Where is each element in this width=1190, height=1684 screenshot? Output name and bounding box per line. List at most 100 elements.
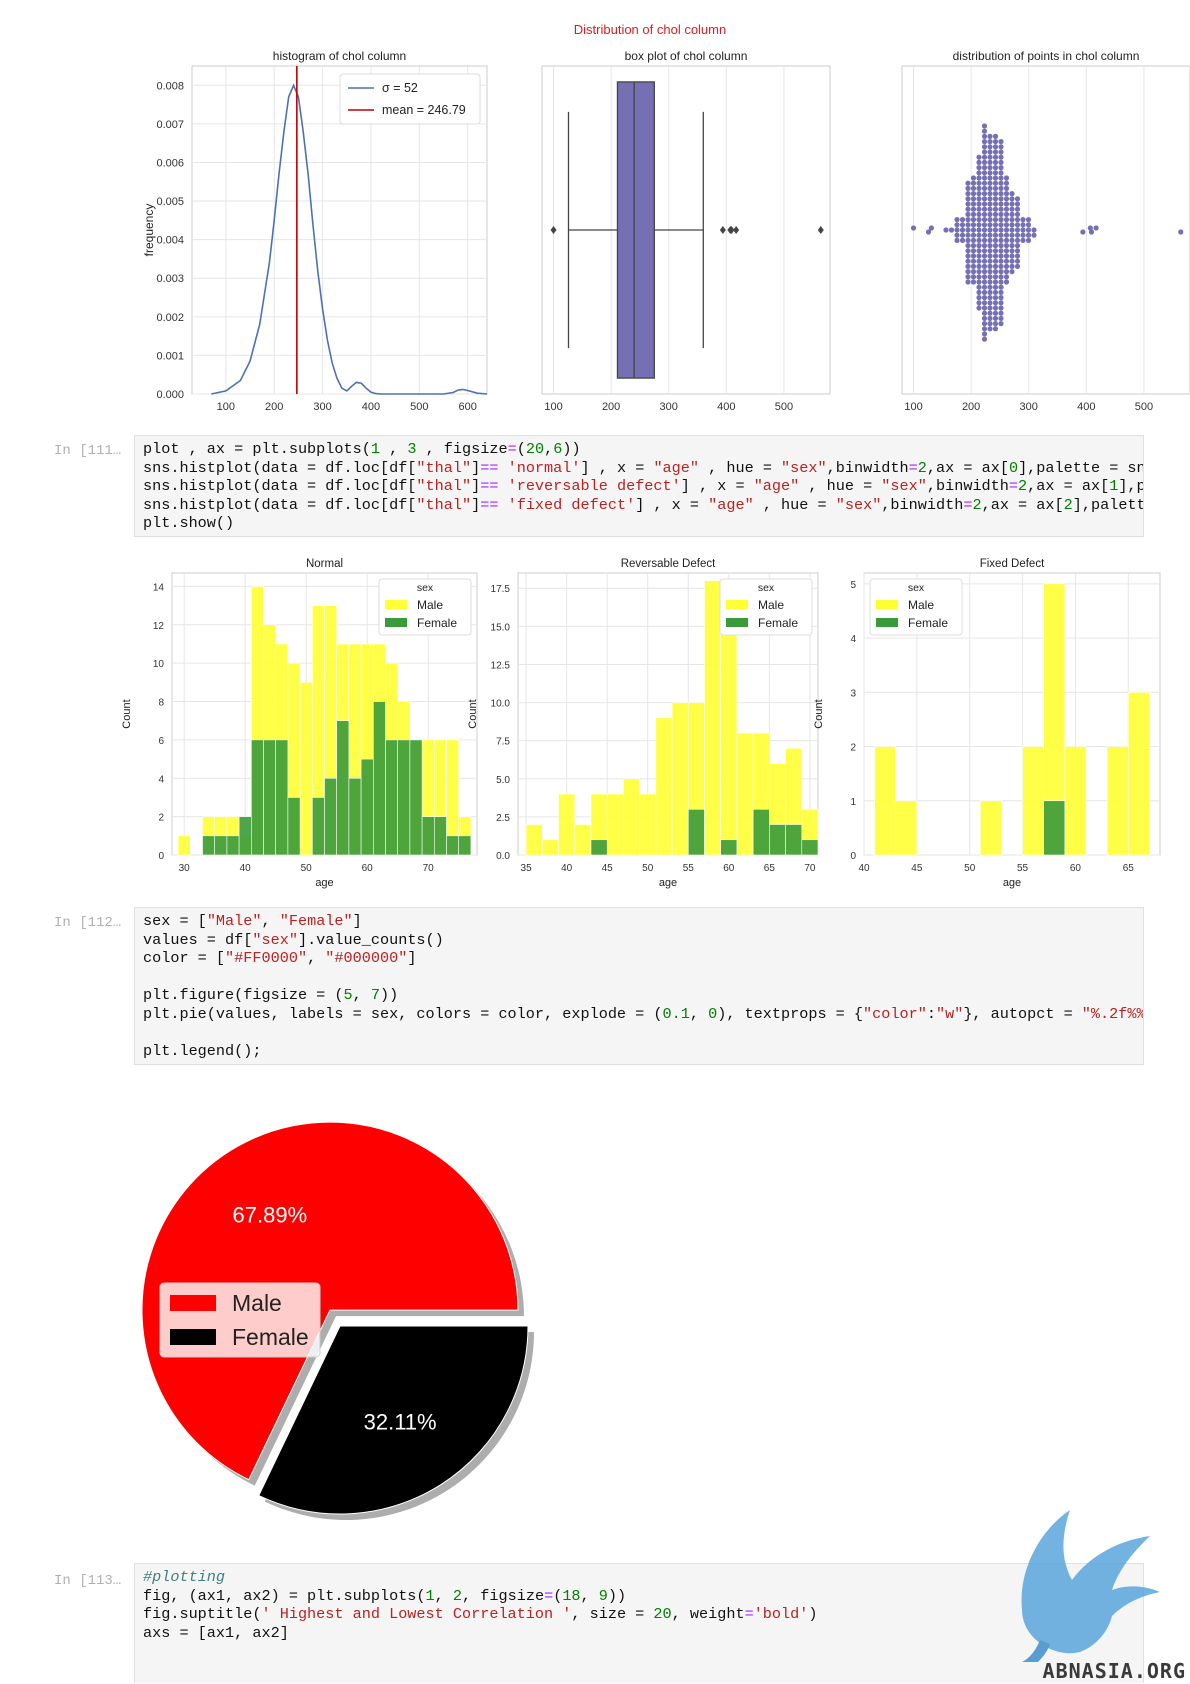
code-cell-113[interactable]: #plotting fig, (ax1, ax2) = plt.subplots(… (134, 1563, 1144, 1683)
swarm-point (1003, 175, 1010, 181)
swarm-point (1014, 243, 1021, 249)
bar-male (655, 717, 673, 856)
swarm-point (981, 232, 988, 238)
code-token: = (908, 458, 918, 477)
swarm-point (998, 191, 1004, 197)
code-cell-112[interactable]: sex = ["Male", "Female"] values = df["sex… (134, 907, 1144, 1065)
cell-prompt-112: In [112… (54, 915, 122, 931)
swarm-point (992, 191, 999, 197)
swarm-point (998, 237, 1004, 243)
swarm-point (976, 222, 982, 228)
y-tick-label: 5.0 (496, 775, 510, 786)
swarm-point (987, 248, 993, 254)
swarm-point (970, 196, 977, 202)
swarm-point (970, 211, 977, 217)
code-token: "Male" (206, 912, 262, 930)
code-token: ( (516, 440, 526, 458)
swarm-point (992, 237, 999, 243)
swarm-point (976, 274, 982, 280)
swarm-point (954, 222, 960, 228)
swarm-point (981, 248, 988, 254)
x-tick-label: 70 (423, 863, 435, 874)
legend-swatch (170, 1295, 216, 1311)
code-token (498, 496, 507, 514)
bar-male (1022, 746, 1045, 856)
code-cell-111[interactable]: plot , ax = plt.subplots(1 , 3 , figsize… (134, 435, 1144, 537)
swarm-point (987, 149, 993, 155)
swarm-point (998, 165, 1004, 171)
y-tick-label: 10 (153, 659, 165, 670)
swarm-point (987, 300, 993, 306)
swarm-point (976, 227, 982, 233)
y-axis-label: Count (121, 699, 133, 728)
code-line: #plotting (143, 1568, 1135, 1587)
swarm-point (976, 263, 982, 269)
swarm-point (970, 237, 977, 243)
bar-female (287, 797, 301, 856)
bar-female (397, 739, 411, 856)
y-tick-label: 4 (158, 774, 164, 785)
code-token: color = [ (143, 949, 226, 967)
swarm-point (998, 227, 1004, 233)
flier-point (733, 226, 740, 234)
swarm-point (1009, 237, 1015, 243)
swarm-point (981, 128, 988, 134)
swarm-point (981, 211, 988, 217)
swarm-point (987, 222, 993, 228)
swarm-point (954, 232, 960, 238)
swarm-point (981, 315, 988, 321)
code-token: ), textprops = { (717, 1004, 864, 1023)
code-line (143, 1023, 1135, 1042)
swarm-point (1014, 206, 1021, 212)
code-token: fig, (ax1, ax2) = plt.subplots( (143, 1586, 426, 1605)
swarm-point (1014, 196, 1021, 202)
swarm-point (987, 237, 993, 243)
code-token: ] , x = (680, 477, 754, 495)
code-line: color = ["#FF0000", "#000000"] (143, 949, 1135, 968)
x-tick-label: 55 (1017, 863, 1029, 874)
swarm-point (959, 237, 966, 243)
code-token: ,binwidth (926, 477, 1009, 495)
swarm-point (981, 269, 988, 275)
bar-male (1064, 746, 1087, 856)
swarm-point (1014, 263, 1021, 269)
swarm-point (981, 331, 988, 337)
bar-female (687, 808, 705, 856)
bar-female (311, 797, 325, 856)
kde-line (211, 83, 488, 395)
swarm-point (1009, 263, 1015, 269)
x-tick-label: 100 (544, 401, 562, 410)
swarm-point (998, 243, 1004, 249)
swarm-point (1014, 211, 1021, 217)
swarm-point (1014, 232, 1021, 238)
legend-label: Male (758, 598, 784, 612)
swarm-point (998, 300, 1004, 306)
pie-slice-female (258, 1325, 529, 1515)
x-tick-label: 45 (911, 863, 923, 874)
code-token: 2 (1018, 477, 1028, 495)
code-token: "age" (753, 477, 800, 495)
bar-female (372, 701, 386, 856)
code-line (143, 968, 1135, 987)
swarm-point (965, 243, 971, 249)
swarm-point (1003, 258, 1010, 264)
swarm-point (1025, 232, 1032, 238)
swarm-point (1009, 243, 1015, 249)
swarm-point (1003, 196, 1010, 202)
swarm-point (987, 180, 993, 186)
code-token: "#000000" (325, 949, 408, 967)
code-token: , (379, 440, 408, 458)
y-axis-label: Count (813, 699, 825, 728)
swarm-point (976, 232, 982, 238)
swarm-point (998, 321, 1004, 327)
swarm-point (992, 139, 999, 145)
swarm-point (981, 217, 988, 223)
code-token: ( (553, 1586, 563, 1605)
code-token: )) (380, 986, 399, 1004)
code-token: "age" (653, 458, 700, 477)
code-token: , hue = (699, 458, 782, 477)
swarm-point (981, 180, 988, 186)
code-token: 2 (917, 458, 927, 477)
swarm-point (998, 217, 1004, 223)
code-token: = (507, 440, 517, 458)
